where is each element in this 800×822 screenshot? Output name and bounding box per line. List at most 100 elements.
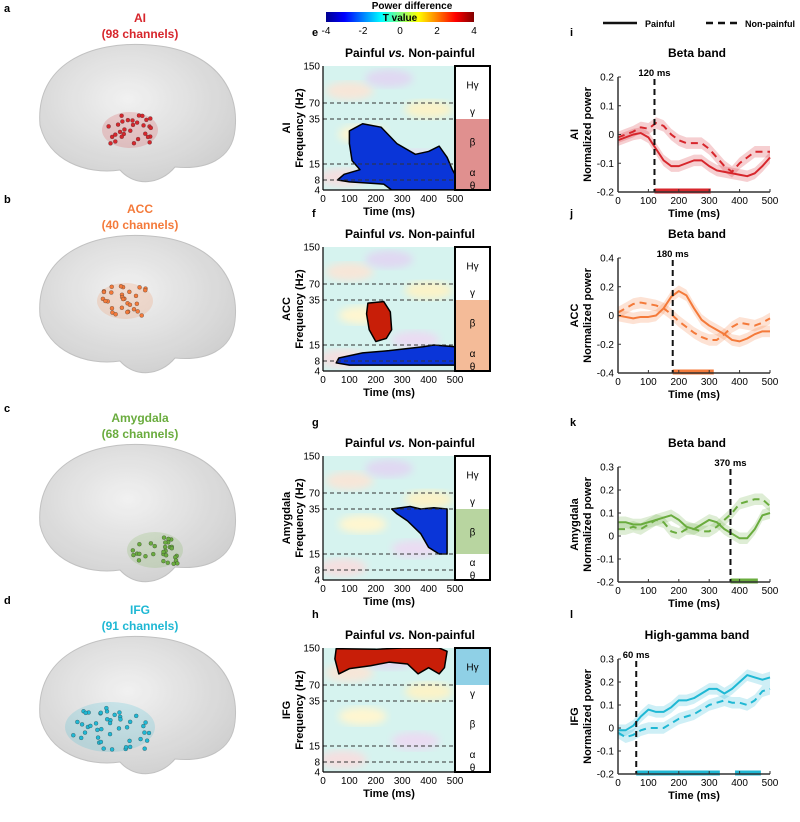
y-tick-label: -0.2 [597,578,615,589]
electrode-contact [161,535,167,540]
band-cell [455,119,490,164]
line-chart-title: Beta band [668,227,726,241]
electrode-contact [108,141,113,146]
band-label: α [470,168,476,179]
title-part: vs. [388,46,405,60]
y-tick-label: 0.2 [600,282,614,293]
electrode-contact [140,113,145,118]
heatmap-background-patch [325,471,374,490]
band-cell [455,300,490,345]
y-tick-label: 15 [309,160,321,171]
brain-image [39,43,237,183]
y-tick-label: 70 [309,99,321,110]
band-label: θ [470,571,476,582]
electrode-contact [110,134,115,140]
electrode-contact [175,561,180,566]
x-tick-label: 100 [341,584,358,595]
x-tick-label: 0 [615,586,621,597]
x-tick-label: 500 [447,776,464,787]
y-tick-label: 150 [303,452,320,463]
band-cell [455,103,490,119]
electrode-contact [82,730,88,735]
band-cell [455,66,490,103]
electrode-contact [169,546,174,551]
heatmap-panel-e: e Painful vs. Non-painful Hγ γ β αθ 150 70 35 15 8… [281,27,491,218]
electrode-contact [138,736,143,742]
y-axis-label: Normalized power [582,668,594,763]
heatmap-plot [323,456,455,580]
onset-label: 60 ms [623,650,650,661]
x-tick-label: 200 [367,776,384,787]
electrode-contact [117,129,123,135]
electrode-contact [127,719,133,724]
electrode-contact [161,558,166,564]
y-tick-label: 0.1 [600,101,614,112]
title-part: Painful [345,46,388,60]
electrode-contact [127,738,132,743]
y-tick-label: -0.1 [597,747,615,758]
band-label: Hγ [466,471,478,482]
electrode-contact [147,140,152,145]
panel-letter: b [4,194,11,206]
region-name: IFG [130,603,150,617]
brain-image [39,443,237,583]
band-label: γ [470,288,475,299]
y-tick-label: -0.2 [597,188,615,199]
panel-letter: f [312,208,316,220]
heatmap-background-patch [338,515,387,534]
colorbar-tick: 0 [397,26,403,37]
title-part: Non-painful [405,46,475,60]
x-axis-label: Time (ms) [668,389,720,401]
x-tick-label: 200 [367,375,384,386]
x-tick-label: 200 [670,196,687,207]
x-axis-label: Time (ms) [363,788,415,800]
x-axis-label: Time (ms) [363,387,415,399]
band-label: θ [470,181,476,192]
heatmap-background-patch [325,81,374,100]
x-axis-label: Time (ms) [668,598,720,610]
line-chart-title: High-gamma band [645,628,750,642]
brain-panel-b: b ACC (40 channels) [4,194,237,374]
band-label: γ [470,689,475,700]
y-tick-label: 4 [314,768,320,779]
y-tick-label: -0.2 [597,770,615,781]
y-tick-label: 8 [314,758,320,769]
y-tick-label: 0.1 [600,509,614,520]
electrode-contact [115,122,121,127]
electrode-contact [137,285,142,290]
electrode-contact [118,717,123,722]
electrode-contact [117,710,122,715]
electrode-contact [119,113,124,118]
band-box [454,65,491,191]
x-axis-label: Time (ms) [363,206,415,218]
electrode-contact [124,725,130,730]
electrode-contact [109,284,114,289]
y-axis-label: Frequency (Hz) [294,269,306,349]
brain-panel-c: c Amygdala (68 channels) [4,403,237,583]
electrode-contact [151,551,156,557]
electrode-contact [71,733,76,738]
x-tick-label: 200 [367,584,384,595]
heatmap-title: Painful vs. Non-painful [345,227,475,241]
band-cell [455,180,490,190]
x-tick-label: 100 [640,586,657,597]
colorbar-tick: -2 [359,26,368,37]
y-tick-label: 35 [309,505,321,516]
x-tick-label: 400 [731,778,748,789]
electrode-contact [120,296,126,302]
electrode-contact [128,744,133,750]
electrode-contact [98,739,104,745]
colorbar-tick: 4 [471,26,477,37]
colorbar: Power difference T value -4 -2 0 2 4 [322,1,478,37]
heatmap-title: Painful vs. Non-painful [345,628,475,642]
electrode-contact [103,298,108,304]
y-tick-label: 70 [309,681,321,692]
electrode-contact [166,536,171,542]
x-tick-label: 200 [670,377,687,388]
electrode-contact [88,723,93,729]
y-tick-label: 0 [608,724,614,735]
y-tick-label: 0.2 [600,678,614,689]
region-highlight [65,702,155,752]
x-tick-label: 0 [320,584,326,595]
x-axis-label: Time (ms) [668,208,720,220]
